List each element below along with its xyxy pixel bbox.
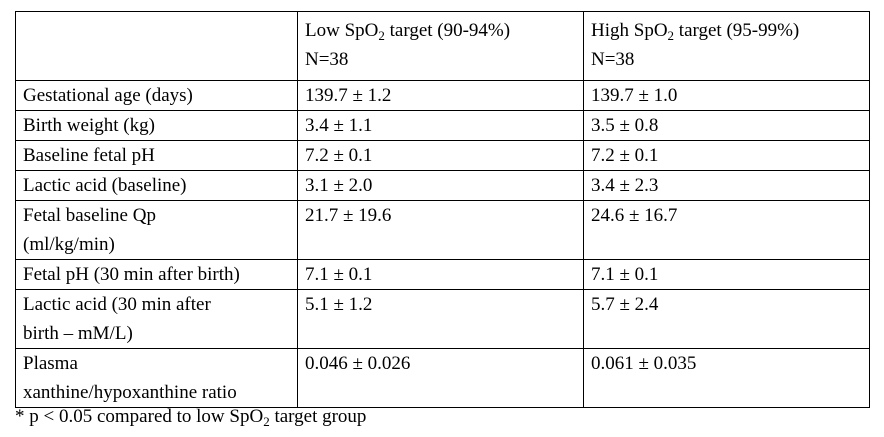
header-empty-cell (15, 11, 298, 81)
row-label: Gestational age (days) (15, 80, 298, 111)
header-low-n: N=38 (305, 49, 349, 70)
row-high-value: 0.061 ± 0.035 (583, 348, 870, 408)
row-label: Fetal baseline Qp (ml/kg/min) (15, 200, 298, 260)
row-label-line1: Lactic acid (30 min after (23, 294, 211, 315)
row-low-value: 7.1 ± 0.1 (297, 259, 584, 290)
row-label: Baseline fetal pH (15, 140, 298, 171)
row-label: Lactic acid (30 min after birth – mM/L) (15, 289, 298, 349)
table-row: Lactic acid (30 min after birth – mM/L) 5… (15, 289, 870, 349)
row-high-value: 5.7 ± 2.4 (583, 289, 870, 349)
table-row: Gestational age (days) 139.7 ± 1.2 139.7… (15, 80, 870, 111)
header-high-label: High SpO2 target (95-99%) (591, 20, 800, 43)
table-row: Fetal baseline Qp (ml/kg/min) 21.7 ± 19.6… (15, 200, 870, 260)
row-low-value: 5.1 ± 1.2 (297, 289, 584, 349)
row-label: Birth weight (kg) (15, 110, 298, 141)
row-low-value: 139.7 ± 1.2 (297, 80, 584, 111)
header-high-spo2: High SpO2 target (95-99%) N=38 (583, 11, 870, 81)
table-row: Fetal pH (30 min after birth) 7.1 ± 0.1 … (15, 259, 870, 290)
header-low-label: Low SpO2 target (90-94%) (305, 20, 511, 43)
table-row: Birth weight (kg) 3.4 ± 1.1 3.5 ± 0.8 (15, 110, 870, 141)
table-header-row: Low SpO2 target (90-94%) N=38 High SpO2 t… (15, 11, 870, 81)
row-label-line2: (ml/kg/min) (23, 234, 115, 255)
row-label-line2: birth – mM/L) (23, 323, 133, 344)
row-label: Lactic acid (baseline) (15, 170, 298, 201)
data-table: Low SpO2 target (90-94%) N=38 High SpO2 t… (15, 11, 870, 408)
row-low-value: 7.2 ± 0.1 (297, 140, 584, 171)
row-label-line1: Fetal baseline Qp (23, 205, 156, 226)
table-row: Lactic acid (baseline) 3.1 ± 2.0 3.4 ± 2… (15, 170, 870, 201)
row-high-value: 139.7 ± 1.0 (583, 80, 870, 111)
row-low-value: 21.7 ± 19.6 (297, 200, 584, 260)
row-high-value: 7.1 ± 0.1 (583, 259, 870, 290)
row-high-value: 24.6 ± 16.7 (583, 200, 870, 260)
row-label: Plasma xanthine/hypoxanthine ratio (15, 348, 298, 408)
row-high-value: 3.4 ± 2.3 (583, 170, 870, 201)
row-label-line2: xanthine/hypoxanthine ratio (23, 382, 237, 403)
row-label-line1: Plasma (23, 353, 78, 374)
row-low-value: 3.4 ± 1.1 (297, 110, 584, 141)
table-row: Baseline fetal pH 7.2 ± 0.1 7.2 ± 0.1 (15, 140, 870, 171)
row-low-value: 3.1 ± 2.0 (297, 170, 584, 201)
row-high-value: 7.2 ± 0.1 (583, 140, 870, 171)
table-row: Plasma xanthine/hypoxanthine ratio 0.046 … (15, 348, 870, 408)
row-high-value: 3.5 ± 0.8 (583, 110, 870, 141)
footnote: * p < 0.05 compared to low SpO2 target g… (15, 406, 367, 429)
row-low-value: 0.046 ± 0.026 (297, 348, 584, 408)
row-label: Fetal pH (30 min after birth) (15, 259, 298, 290)
header-low-spo2: Low SpO2 target (90-94%) N=38 (297, 11, 584, 81)
header-high-n: N=38 (591, 49, 635, 70)
